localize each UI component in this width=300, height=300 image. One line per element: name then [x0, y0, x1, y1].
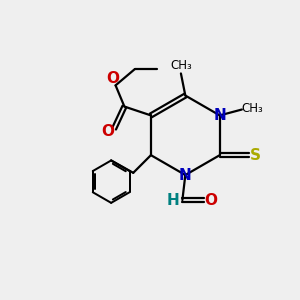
Text: O: O [107, 71, 120, 86]
Text: S: S [250, 148, 261, 163]
Text: O: O [205, 193, 218, 208]
Text: N: N [213, 108, 226, 123]
Text: CH₃: CH₃ [241, 101, 263, 115]
Text: O: O [101, 124, 114, 139]
Text: CH₃: CH₃ [170, 59, 192, 72]
Text: H: H [167, 193, 179, 208]
Text: N: N [179, 167, 192, 182]
